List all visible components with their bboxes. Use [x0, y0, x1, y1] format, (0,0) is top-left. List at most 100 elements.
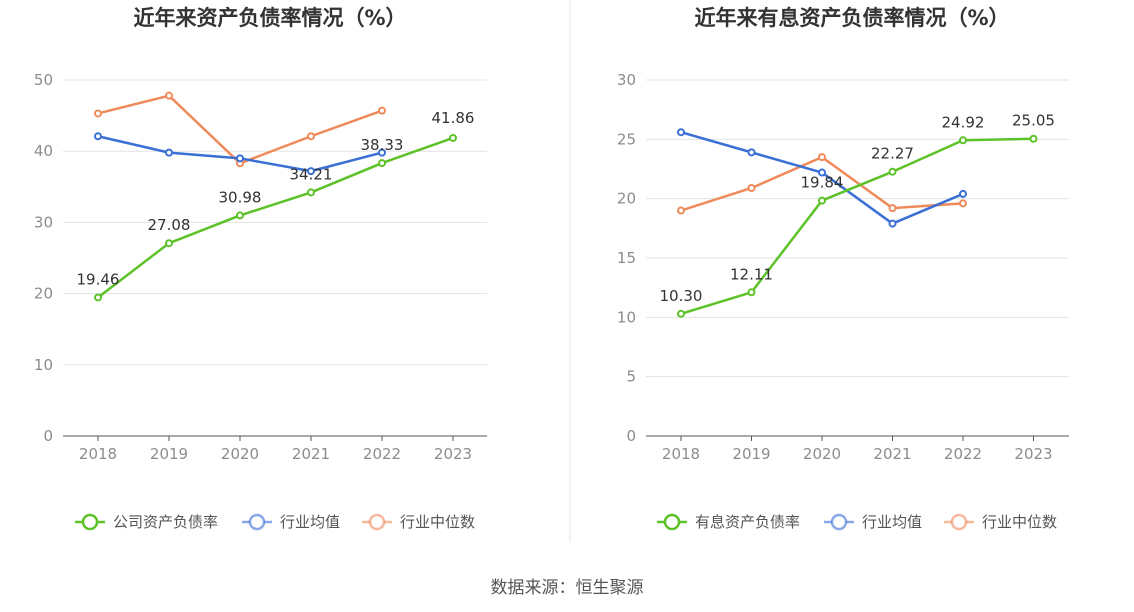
data-point — [94, 132, 102, 141]
x-tick-label: 2022 — [363, 445, 401, 463]
data-label: 25.05 — [1012, 112, 1055, 130]
data-point — [165, 148, 173, 157]
legend-marker — [248, 513, 266, 531]
x-tick-label: 2023 — [1014, 445, 1052, 463]
data-point — [747, 183, 756, 192]
data-point — [888, 204, 897, 213]
data-label: 12.11 — [730, 265, 773, 283]
y-tick-label: 10 — [617, 308, 636, 326]
legend-label: 行业均值 — [280, 513, 340, 531]
series-lines — [94, 91, 457, 302]
data-label: 22.27 — [871, 145, 914, 163]
y-tick-label: 50 — [34, 71, 53, 89]
data-point — [747, 148, 756, 157]
data-point — [888, 219, 897, 228]
data-point — [94, 293, 102, 302]
legend-marker — [950, 513, 968, 531]
grid-lines — [63, 79, 487, 366]
chart-title: 近年来有息资产负债率情况（%） — [694, 6, 1009, 30]
x-tick-label: 2019 — [150, 445, 188, 463]
data-point — [888, 167, 897, 176]
data-point — [677, 309, 685, 318]
y-tick-label: 20 — [34, 285, 53, 303]
data-point — [747, 288, 756, 297]
y-tick-label: 0 — [626, 427, 636, 445]
y-axis-ticks: 0 5 10 15 20 25 30 — [617, 71, 636, 445]
y-tick-label: 30 — [617, 71, 636, 89]
legend-marker — [81, 513, 99, 531]
legend-marker — [830, 513, 848, 531]
y-tick-label: 25 — [617, 130, 636, 148]
data-label: 27.08 — [148, 216, 191, 234]
x-tick-label: 2023 — [434, 445, 472, 463]
data-label: 38.33 — [361, 136, 404, 154]
legend-label: 公司资产负债率 — [113, 513, 218, 531]
x-tick-label: 2018 — [79, 445, 117, 463]
data-point — [959, 136, 967, 145]
right-interest-debt-ratio-chart: 近年来有息资产负债率情况（%） 0 5 10 15 20 25 30 2018 2019 202… — [617, 6, 1069, 531]
data-point — [236, 211, 244, 220]
data-point — [818, 168, 826, 177]
data-point — [94, 109, 102, 118]
data-point — [1029, 134, 1038, 143]
x-tick-label: 2020 — [803, 445, 841, 463]
legend-label: 行业中位数 — [982, 513, 1057, 531]
y-tick-label: 40 — [34, 142, 53, 160]
data-labels: 10.30 12.11 19.84 22.27 24.92 25.05 — [660, 112, 1055, 305]
data-point — [378, 106, 386, 115]
chart-title: 近年来资产负债率情况（%） — [133, 6, 406, 30]
series-lines — [677, 128, 1038, 318]
x-axis-ticks: 2018 2019 2020 2021 2022 2023 — [63, 435, 487, 463]
legend: 有息资产负债率 行业均值 行业中位数 — [657, 513, 1057, 531]
data-point — [378, 159, 386, 168]
y-tick-label: 10 — [34, 356, 53, 374]
y-axis-ticks: 0 10 20 30 40 50 — [34, 71, 53, 445]
legend-label: 行业均值 — [862, 513, 922, 531]
data-point — [165, 239, 173, 248]
series-line — [97, 94, 383, 165]
data-source: 数据来源：恒生聚源 — [491, 578, 644, 598]
data-point — [449, 133, 457, 142]
x-tick-label: 2020 — [221, 445, 259, 463]
data-label: 19.84 — [801, 174, 844, 192]
x-tick-label: 2021 — [292, 445, 330, 463]
data-label: 41.86 — [432, 109, 475, 127]
legend-label: 有息资产负债率 — [695, 513, 800, 531]
data-point — [307, 132, 315, 141]
series-line — [680, 137, 1034, 315]
data-point — [236, 154, 244, 163]
x-tick-label: 2018 — [662, 445, 700, 463]
data-label: 10.30 — [660, 287, 703, 305]
y-tick-label: 5 — [626, 368, 636, 386]
y-tick-label: 20 — [617, 190, 636, 208]
legend-label: 行业中位数 — [400, 513, 475, 531]
y-tick-label: 0 — [43, 427, 53, 445]
data-label: 34.21 — [290, 165, 333, 183]
data-point — [959, 189, 967, 198]
series-line — [97, 136, 454, 299]
grid-lines — [646, 79, 1069, 378]
data-labels: 19.46 27.08 30.98 34.21 38.33 41.86 — [77, 109, 475, 288]
y-tick-label: 15 — [617, 249, 636, 267]
data-label: 24.92 — [942, 113, 985, 131]
x-tick-label: 2021 — [873, 445, 911, 463]
data-point — [165, 91, 173, 100]
data-point — [818, 153, 826, 162]
x-tick-label: 2019 — [732, 445, 770, 463]
data-label: 30.98 — [219, 188, 262, 206]
data-point — [818, 196, 826, 205]
data-point — [307, 167, 315, 176]
data-point — [307, 188, 315, 197]
data-point — [378, 148, 386, 157]
data-point — [677, 206, 685, 215]
data-label: 19.46 — [77, 270, 120, 288]
x-axis-ticks: 2018 2019 2020 2021 2022 2023 — [646, 435, 1069, 463]
legend-marker — [663, 513, 681, 531]
y-tick-label: 30 — [34, 213, 53, 231]
data-point — [959, 199, 967, 208]
legend-marker — [368, 513, 386, 531]
x-tick-label: 2022 — [944, 445, 982, 463]
data-point — [677, 128, 685, 137]
